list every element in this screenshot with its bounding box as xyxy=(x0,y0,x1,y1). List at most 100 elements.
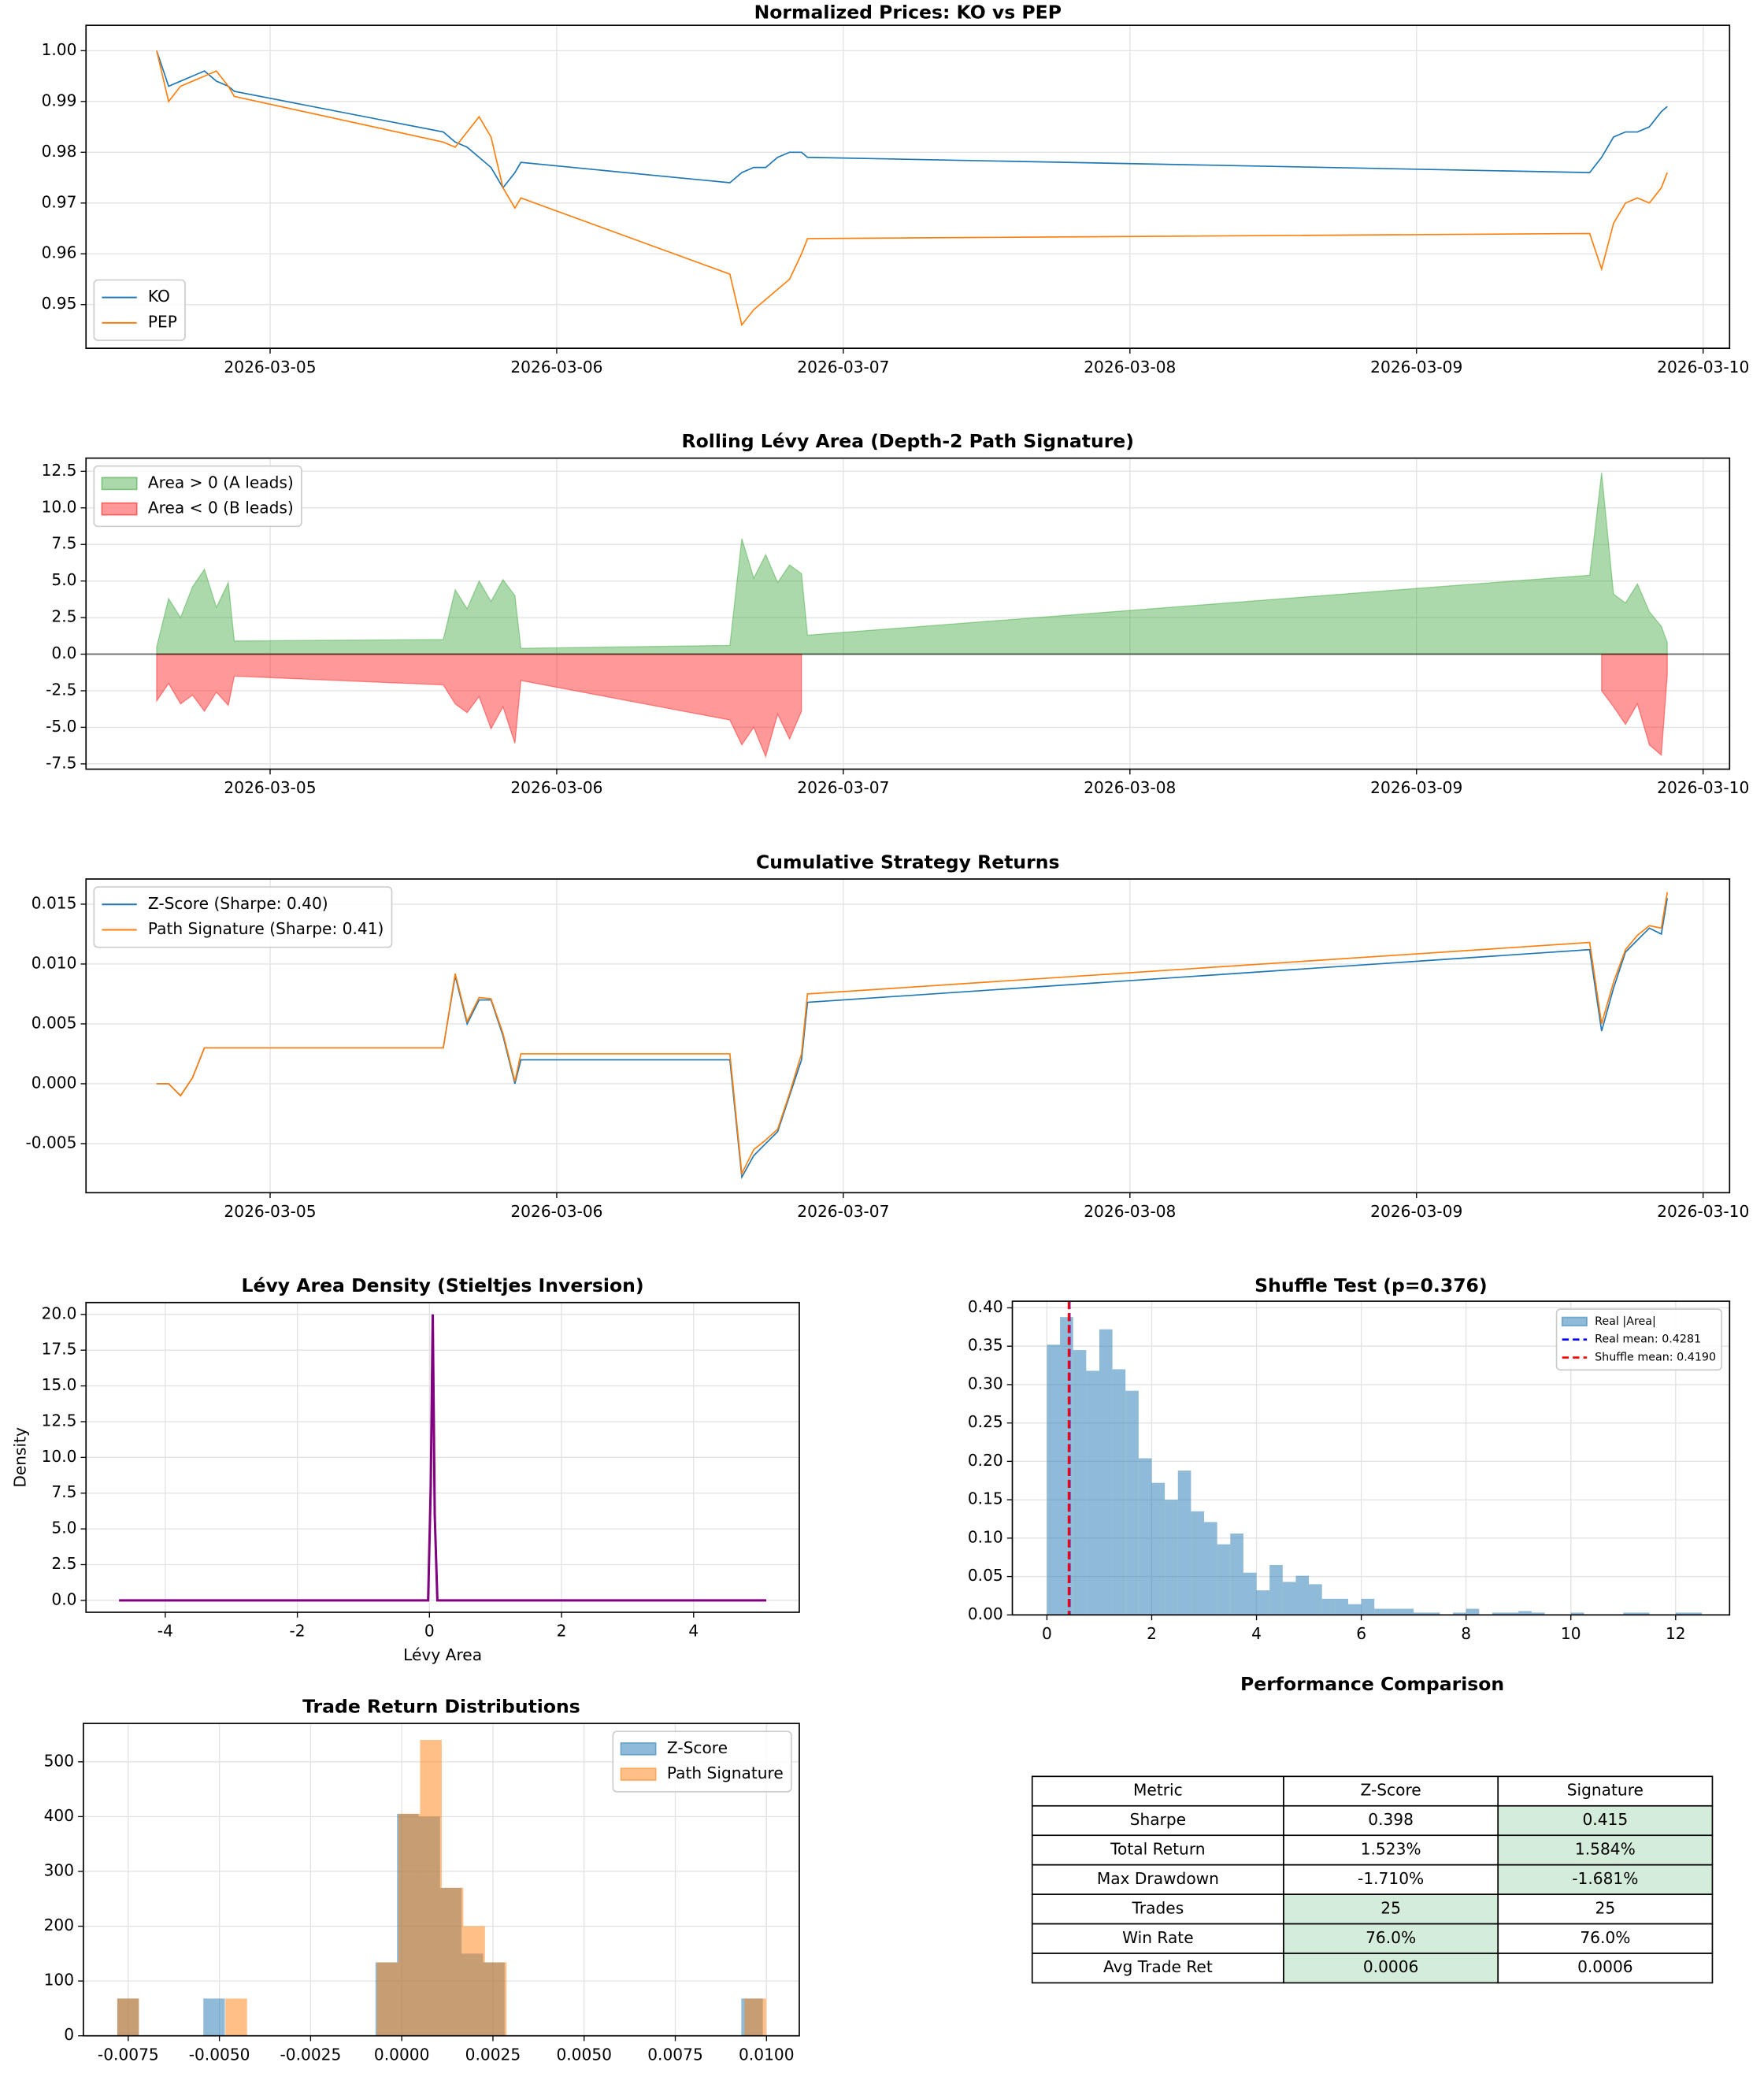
y-tick-label: -5.0 xyxy=(46,717,76,736)
histogram-bar xyxy=(1165,1500,1178,1615)
plot-area xyxy=(119,1314,767,1602)
legend: Z-Score (Sharpe: 0.40) Path Signature (Sh… xyxy=(93,886,393,948)
table-cell xyxy=(1283,1864,1499,1895)
y-tick-label: 17.5 xyxy=(42,1340,77,1359)
y-tick-label: 2.5 xyxy=(51,607,76,626)
histogram-bar xyxy=(1623,1612,1636,1615)
area xyxy=(156,653,1668,758)
table-header: Z-Score xyxy=(1361,1781,1421,1800)
table-cell xyxy=(1283,1893,1499,1925)
y-axis-label: Density xyxy=(10,1427,29,1488)
legend-label: Path Signature xyxy=(667,1764,784,1782)
table-cell-text: 25 xyxy=(1380,1898,1401,1917)
table-cell xyxy=(1497,1864,1714,1895)
y-tick-label: 0.00 xyxy=(968,1604,1003,1623)
x-tick-label: -0.0025 xyxy=(280,2045,341,2064)
line xyxy=(119,1314,767,1602)
table-cell xyxy=(1497,1923,1714,1954)
histogram-bar xyxy=(1177,1471,1191,1615)
y-tick-label: -2.5 xyxy=(46,680,76,699)
y-tick-label: 400 xyxy=(44,1806,74,1825)
area xyxy=(156,473,1668,655)
chart: Lévy Area Density (Stieltjes Inversion) -… xyxy=(10,1274,800,1664)
histogram-bar xyxy=(463,1926,485,2036)
x-tick-label: -0.0050 xyxy=(189,2045,250,2064)
y-tick-label: 0.98 xyxy=(42,142,77,161)
table-cell xyxy=(1031,1893,1284,1925)
histogram-bar xyxy=(420,1739,442,2036)
x-tick-label: -0.0075 xyxy=(98,2045,159,2064)
x-tick-label: 4 xyxy=(1251,1624,1262,1643)
chart-title: Normalized Prices: KO vs PEP xyxy=(754,2,1062,24)
histogram-bar xyxy=(1309,1584,1322,1615)
x-tick-label: 2026-03-10 xyxy=(1657,1202,1749,1221)
y-tick-label: 0.40 xyxy=(968,1297,1003,1316)
plot-area xyxy=(156,50,1668,327)
histogram-bar xyxy=(1505,1612,1519,1615)
x-tick-label: 12 xyxy=(1666,1624,1686,1643)
y-tick-label: 20.0 xyxy=(42,1304,77,1322)
y-tick-label: 12.5 xyxy=(42,1411,77,1430)
legend-label: Shuffle mean: 0.4190 xyxy=(1595,1352,1716,1364)
histogram-bar xyxy=(1230,1534,1243,1615)
x-tick-label: 2 xyxy=(1147,1624,1157,1643)
chart-title: Cumulative Strategy Returns xyxy=(756,851,1060,873)
table-cell-text: 0.398 xyxy=(1368,1810,1414,1829)
histogram-bar xyxy=(1191,1511,1205,1615)
table-cell-text: 76.0% xyxy=(1580,1928,1630,1947)
histogram-bar xyxy=(1256,1590,1270,1615)
chart: Shuffle Test (p=0.376) 0 2 4 6 8 10 12 0.00 0.05 0… xyxy=(968,1274,1731,1643)
y-tick-label: 5.0 xyxy=(51,570,76,589)
x-tick-label: 2026-03-07 xyxy=(797,1202,889,1221)
table-cell-text: 0.0006 xyxy=(1363,1957,1419,1976)
x-tick-label: 2026-03-07 xyxy=(797,778,889,797)
histogram-bar xyxy=(1335,1598,1348,1615)
y-tick-label: 0.015 xyxy=(32,893,77,912)
y-tick-label: 300 xyxy=(44,1860,74,1879)
x-tick-label: 0.0000 xyxy=(374,2045,430,2064)
axes-frame xyxy=(85,457,1731,770)
x-tick-label: 2026-03-09 xyxy=(1370,1202,1462,1221)
y-tick-label: 0.15 xyxy=(968,1489,1003,1508)
y-tick-label: 0.20 xyxy=(968,1451,1003,1470)
histogram-bar xyxy=(376,1962,398,2036)
table-cell-text: 1.584% xyxy=(1575,1839,1636,1858)
histogram-bar xyxy=(1466,1608,1480,1615)
legend-label: PEP xyxy=(148,312,177,331)
x-tick-label: 2026-03-05 xyxy=(224,1202,316,1221)
x-tick-label: 2 xyxy=(557,1622,567,1641)
table-cell xyxy=(1283,1804,1499,1837)
histogram-bar xyxy=(744,1998,766,2036)
x-tick-label: 0.0050 xyxy=(556,2045,612,2064)
y-tick-label: 100 xyxy=(44,1971,74,1990)
histogram-bar xyxy=(484,1962,507,2036)
y-tick-label: -0.005 xyxy=(25,1133,76,1152)
line xyxy=(156,50,1668,189)
y-tick-label: 10.0 xyxy=(42,497,77,516)
histogram-bar xyxy=(1125,1390,1139,1615)
chart: Cumulative Strategy Returns 2026-03-05 202… xyxy=(25,851,1749,1221)
chart: Performance Comparison Metric Z-Score Signa… xyxy=(1031,1673,1714,1984)
legend-box xyxy=(612,1730,792,1793)
legend-label: Path Signature (Sharpe: 0.41) xyxy=(148,919,384,938)
legend-label: Area > 0 (A leads) xyxy=(148,473,294,491)
histogram-bar xyxy=(1361,1598,1375,1615)
x-tick-label: 0 xyxy=(424,1622,435,1641)
legend: Area > 0 (A leads) Area < 0 (B leads) xyxy=(93,465,302,528)
y-tick-label: 0 xyxy=(64,2025,74,2044)
y-tick-label: 0.0 xyxy=(51,643,76,662)
table-cell xyxy=(1497,1834,1714,1866)
axes-frame xyxy=(85,24,1731,350)
plot-area xyxy=(86,473,1730,758)
histogram-bar xyxy=(1347,1604,1362,1615)
legend-swatch xyxy=(101,502,138,516)
table-cell-text: Win Rate xyxy=(1122,1928,1194,1947)
table-cell-text: Max Drawdown xyxy=(1097,1869,1219,1888)
histogram-bar xyxy=(1243,1572,1257,1615)
y-tick-label: 15.0 xyxy=(42,1375,77,1394)
line xyxy=(156,892,1669,1176)
legend-label: Real |Area| xyxy=(1595,1315,1656,1328)
axes-frame xyxy=(1011,1300,1731,1616)
